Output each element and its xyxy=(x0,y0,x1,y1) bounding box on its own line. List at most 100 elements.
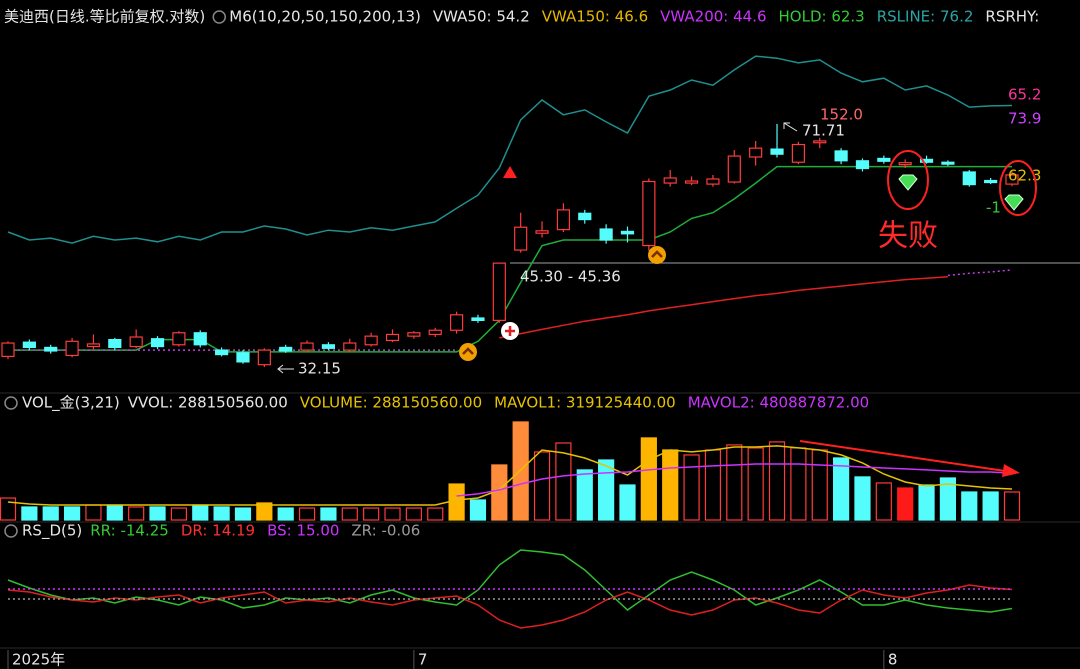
buy-icon xyxy=(651,250,663,258)
candle-body xyxy=(919,158,934,163)
plus-icon xyxy=(505,326,515,336)
candle-body xyxy=(321,344,336,349)
volume-bar xyxy=(128,506,145,521)
volume-bar xyxy=(341,507,358,521)
legend-entry: VOLUME: 288150560.00 xyxy=(300,394,482,412)
settings-icon xyxy=(4,524,18,538)
candle-body xyxy=(449,314,464,331)
arrow xyxy=(783,122,790,129)
volume-bar xyxy=(961,491,978,521)
candle-body xyxy=(599,228,613,241)
annotation: 71.71 xyxy=(802,122,845,140)
panel-title: VOL_金(3,21) xyxy=(22,394,120,413)
volume-bar xyxy=(790,447,807,521)
settings-icon xyxy=(212,10,226,24)
volume-bar xyxy=(21,506,38,521)
indicator-name: M6(10,20,50,150,200,13) xyxy=(229,8,421,26)
annotation: -1 xyxy=(986,199,1001,217)
volume-bar xyxy=(598,459,615,521)
volume-bar xyxy=(918,484,935,521)
candle-body xyxy=(215,349,229,356)
volume-bar xyxy=(768,441,786,521)
volume-bar xyxy=(427,507,444,521)
volume-bar xyxy=(854,476,871,521)
candle-body xyxy=(578,212,592,221)
legend-entry: VWA50: 54.2 xyxy=(433,8,530,26)
volume-bar xyxy=(576,469,593,521)
candle-body xyxy=(236,352,250,363)
volume-bar xyxy=(256,502,273,521)
volume-bar xyxy=(1003,491,1021,521)
legend-entry: VWA150: 46.6 xyxy=(542,8,648,26)
candle-body xyxy=(492,262,506,321)
diamond-icon xyxy=(1004,194,1024,211)
legend-entry: VVOL: 288150560.00 xyxy=(128,394,288,412)
legend-entry: MAVOL2: 480887872.00 xyxy=(688,394,870,412)
volume-bar xyxy=(149,506,166,521)
candle-body xyxy=(343,342,357,351)
candle-body xyxy=(428,329,442,336)
candle-body xyxy=(984,179,998,184)
buy-icon xyxy=(459,343,477,361)
arrow xyxy=(277,364,284,374)
volume-bar xyxy=(192,504,209,521)
candle-body xyxy=(44,346,58,352)
volume-bar xyxy=(555,442,572,521)
candle-body xyxy=(749,147,763,158)
candle-body xyxy=(407,332,421,337)
volume-bar xyxy=(662,449,679,521)
indicator-line xyxy=(499,276,948,339)
candle-body xyxy=(257,349,271,366)
volume-bar xyxy=(704,449,722,521)
buy-icon xyxy=(648,246,666,264)
candle-body xyxy=(385,333,400,342)
volume-bar xyxy=(277,507,294,521)
volume-bar xyxy=(170,507,187,521)
volume-bar xyxy=(512,421,529,521)
panel-title: 美迪西(日线.等比前复权.对数) xyxy=(4,8,205,26)
candle-body xyxy=(727,155,741,183)
candle-body xyxy=(279,346,293,352)
volume-bar xyxy=(811,449,828,521)
candle-body xyxy=(300,342,314,351)
candle-body xyxy=(620,230,635,235)
legend-entry: RSLINE: 76.2 xyxy=(877,8,974,26)
volume-bar xyxy=(833,457,850,521)
candle-body xyxy=(855,160,870,170)
candle-body xyxy=(108,338,122,349)
candle-body xyxy=(172,332,186,346)
signal-triangle xyxy=(503,166,517,178)
indicator-line xyxy=(7,445,1013,506)
volume-bar xyxy=(747,447,764,521)
volume-bar xyxy=(106,504,123,521)
candle-body xyxy=(834,150,848,162)
volume-bar xyxy=(640,437,657,521)
volume-bar xyxy=(939,477,957,521)
legend-entry: ZR: -0.06 xyxy=(351,522,420,540)
volume-bar xyxy=(42,506,59,521)
volume-bar xyxy=(0,497,17,521)
volume-bar xyxy=(683,454,700,521)
x-tick-label: 2025年 xyxy=(12,651,65,669)
candle-body xyxy=(663,177,677,184)
candle-body xyxy=(193,332,207,346)
annotation: 失败 xyxy=(878,219,938,254)
arrow xyxy=(783,122,798,132)
legend-entry: DR: 14.19 xyxy=(181,522,255,540)
annotation: 65.2 xyxy=(1008,86,1041,104)
volume-bar xyxy=(405,507,422,521)
legend-entry: MAVOL1: 319125440.00 xyxy=(494,394,676,412)
legend-entry: RSRHY: xyxy=(985,8,1039,26)
candle-body xyxy=(471,317,485,321)
candle-body xyxy=(556,209,571,231)
highlight-circle xyxy=(887,150,929,210)
indicator-line xyxy=(456,463,1013,497)
volume-bar xyxy=(63,506,81,521)
candle-body xyxy=(941,161,955,165)
candle-body xyxy=(1005,174,1019,185)
trend-arrow xyxy=(799,440,1013,473)
candle-body xyxy=(706,178,720,185)
candle-body xyxy=(514,226,528,251)
volume-bar xyxy=(726,444,743,521)
